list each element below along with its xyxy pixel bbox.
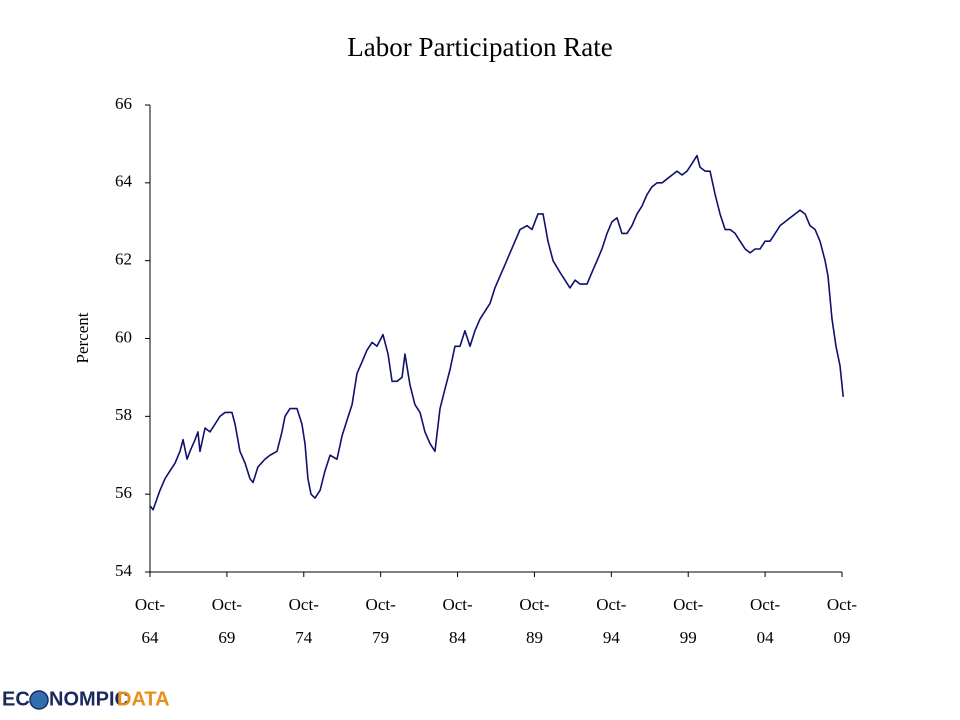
y-tick-label: 60 [115,327,132,346]
x-tick-label: Oct-69 [212,595,243,647]
y-tick-label: 66 [115,94,132,113]
x-tick-label: Oct-74 [289,595,320,647]
y-tick-label: 64 [115,172,133,191]
logo: EC NOMPIC DATA [2,688,170,710]
x-tick-label: Oct-04 [750,595,781,647]
x-tick-label: Oct-64 [135,595,166,647]
chart-title: Labor Participation Rate [347,32,612,62]
y-tick-label: 56 [115,483,132,502]
y-tick-label: 62 [115,250,132,269]
y-axis-label: Percent [73,312,92,363]
logo-globe [29,690,49,710]
x-tick-label: Oct-94 [596,595,627,647]
logo-text: DATA [117,688,170,710]
x-tick-label: Oct-79 [366,595,397,647]
logo-text: EC [2,688,30,710]
y-tick-label: 54 [115,561,133,580]
logo-text: NOMPIC [49,688,129,710]
data-line [149,154,845,511]
x-tick-label: Oct-99 [673,595,704,647]
x-tick-label: Oct-84 [442,595,473,647]
y-tick-label: 58 [115,405,132,424]
x-tick-label: Oct-09 [827,595,858,647]
x-tick-label: Oct-89 [519,595,550,647]
